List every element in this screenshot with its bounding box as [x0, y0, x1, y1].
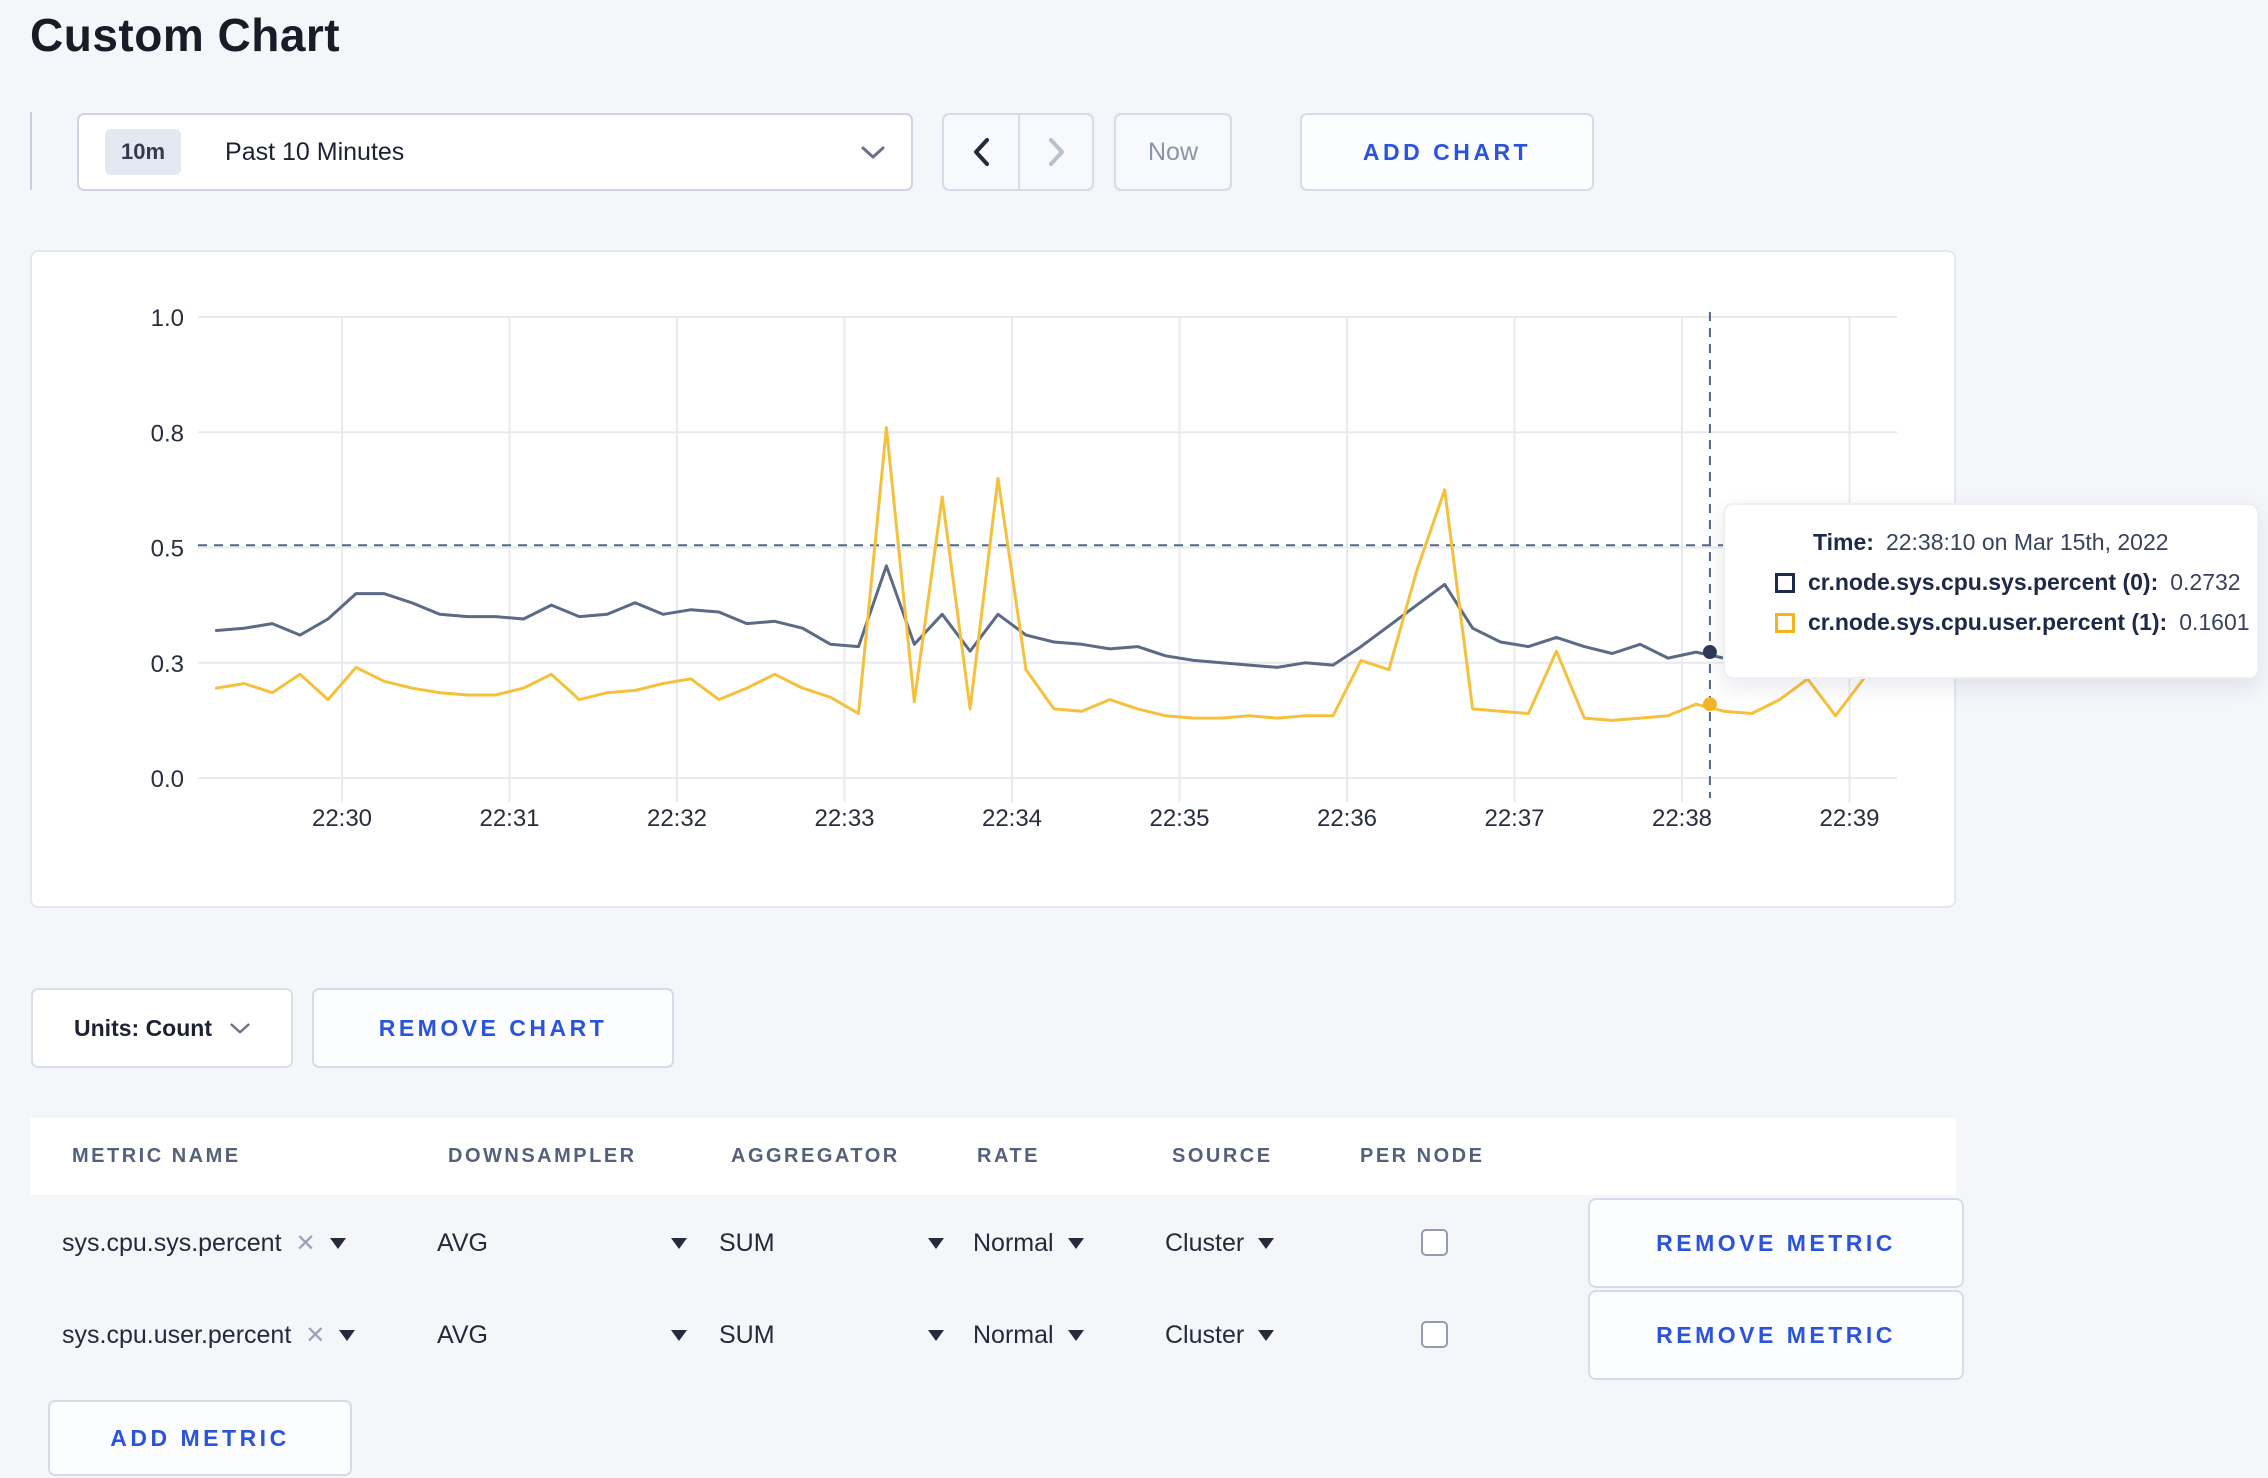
caret-down-icon	[1258, 1329, 1275, 1341]
chevron-right-icon	[1048, 138, 1064, 166]
caret-down-icon	[928, 1329, 944, 1341]
hover-dot	[1702, 697, 1717, 712]
metric-row: sys.cpu.user.percent ✕ AVG SUM Normal Cl…	[30, 1290, 1964, 1380]
caret-down-icon	[671, 1329, 687, 1341]
chevron-down-icon	[230, 1023, 250, 1033]
per-node-checkbox[interactable]	[1421, 1321, 1448, 1348]
source-select[interactable]: Cluster	[1165, 1198, 1275, 1288]
x-axis-label: 22:38	[1652, 805, 1712, 832]
series-line	[214, 426, 1865, 722]
aggregator-select[interactable]: SUM	[719, 1290, 944, 1380]
downsampler-value: AVG	[437, 1320, 488, 1349]
aggregator-value: SUM	[719, 1228, 775, 1257]
x-axis-label: 22:39	[1819, 805, 1879, 832]
aggregator-value: SUM	[719, 1320, 775, 1349]
caret-down-icon	[1067, 1329, 1084, 1341]
chevron-down-icon	[861, 146, 885, 158]
tooltip-time-label: Time:	[1813, 529, 1874, 555]
col-header-per-node: PER NODE	[1360, 1145, 1485, 1167]
time-window-label: Past 10 Minutes	[225, 137, 405, 166]
time-window-badge: 10m	[105, 129, 182, 175]
y-axis-label: 0.0	[151, 766, 184, 793]
source-value: Cluster	[1165, 1228, 1245, 1257]
time-window-accent-bar	[30, 112, 32, 190]
caret-down-icon	[1067, 1237, 1084, 1249]
clear-metric-icon[interactable]: ✕	[295, 1229, 316, 1257]
custom-chart-plot[interactable]: 0.0 0.3 0.5 0.8 1.0 22:30 22:31 22:32 22:33 22:34…	[32, 252, 1958, 910]
metric-name-value: sys.cpu.sys.percent	[62, 1228, 282, 1257]
metric-name-select[interactable]: sys.cpu.sys.percent ✕	[62, 1198, 346, 1288]
per-node-checkbox[interactable]	[1421, 1229, 1448, 1256]
tooltip-series-value: 0.2732	[2170, 569, 2241, 595]
units-label: Units: Count	[74, 1014, 212, 1041]
chart-card: 0.0 0.3 0.5 0.8 1.0 22:30 22:31 22:32 22:33 22:34…	[30, 250, 1956, 908]
x-axis-label: 22:34	[982, 805, 1042, 832]
clear-metric-icon[interactable]: ✕	[305, 1321, 326, 1349]
tooltip-series-value: 0.1601	[2179, 609, 2250, 635]
series-line	[214, 564, 1865, 669]
tooltip-series-label: cr.node.sys.cpu.user.percent (1):	[1808, 609, 2168, 635]
downsampler-select[interactable]: AVG	[437, 1198, 687, 1288]
remove-metric-button[interactable]: REMOVE METRIC	[1588, 1198, 1964, 1288]
y-axis-label: 0.3	[151, 651, 184, 678]
rate-select[interactable]: Normal	[973, 1198, 1084, 1288]
downsampler-value: AVG	[437, 1228, 488, 1257]
col-header-downsampler: DOWNSAMPLER	[448, 1145, 637, 1167]
x-axis-label: 22:37	[1484, 805, 1544, 832]
y-axis-label: 0.8	[151, 420, 184, 447]
units-select[interactable]: Units: Count	[31, 988, 293, 1068]
y-axis-label: 0.5	[151, 536, 184, 563]
caret-down-icon	[1258, 1237, 1275, 1249]
metric-name-select[interactable]: sys.cpu.user.percent ✕	[62, 1290, 356, 1380]
rate-select[interactable]: Normal	[973, 1290, 1084, 1380]
col-header-metric-name: METRIC NAME	[72, 1145, 241, 1167]
chart-hover-tooltip: Time: 22:38:10 on Mar 15th, 2022 cr.node…	[1723, 503, 2259, 679]
caret-down-icon	[329, 1237, 346, 1249]
chevron-left-icon	[973, 138, 989, 166]
downsampler-select[interactable]: AVG	[437, 1290, 687, 1380]
x-axis-label: 22:31	[479, 805, 539, 832]
remove-metric-button[interactable]: REMOVE METRIC	[1588, 1290, 1964, 1380]
time-range-arrows	[942, 113, 1094, 191]
remove-chart-button[interactable]: REMOVE CHART	[312, 988, 674, 1068]
series-swatch-sys	[1775, 572, 1795, 593]
page-title: Custom Chart	[30, 9, 341, 61]
metrics-table-header: METRIC NAME DOWNSAMPLER AGGREGATOR RATE …	[30, 1118, 1956, 1195]
y-axis-label: 1.0	[151, 305, 184, 332]
rate-value: Normal	[973, 1320, 1054, 1349]
x-axis-label: 22:35	[1149, 805, 1209, 832]
tooltip-series-label: cr.node.sys.cpu.sys.percent (0):	[1808, 569, 2159, 595]
next-range-button[interactable]	[1018, 115, 1092, 189]
tooltip-time-value: 22:38:10 on Mar 15th, 2022	[1885, 529, 2169, 555]
metric-row: sys.cpu.sys.percent ✕ AVG SUM Normal Clu…	[30, 1198, 1964, 1288]
prev-range-button[interactable]	[944, 115, 1018, 189]
caret-down-icon	[671, 1237, 687, 1249]
x-axis-label: 22:30	[312, 805, 372, 832]
caret-down-icon	[928, 1237, 944, 1249]
x-axis-label: 22:32	[647, 805, 707, 832]
aggregator-select[interactable]: SUM	[719, 1198, 944, 1288]
x-axis-label: 22:36	[1317, 805, 1377, 832]
col-header-rate: RATE	[977, 1145, 1040, 1167]
rate-value: Normal	[973, 1228, 1054, 1257]
metric-name-value: sys.cpu.user.percent	[62, 1320, 292, 1349]
time-range-select[interactable]: 10m Past 10 Minutes	[77, 113, 913, 191]
x-axis-label: 22:33	[814, 805, 874, 832]
source-select[interactable]: Cluster	[1165, 1290, 1275, 1380]
col-header-aggregator: AGGREGATOR	[731, 1145, 900, 1167]
hover-dot	[1702, 645, 1717, 660]
col-header-source: SOURCE	[1172, 1145, 1273, 1167]
source-value: Cluster	[1165, 1320, 1245, 1349]
series-swatch-user	[1775, 612, 1795, 633]
add-metric-button[interactable]: ADD METRIC	[48, 1400, 352, 1476]
now-button[interactable]: Now	[1114, 113, 1232, 191]
add-chart-button[interactable]: ADD CHART	[1300, 113, 1594, 191]
caret-down-icon	[339, 1329, 356, 1341]
